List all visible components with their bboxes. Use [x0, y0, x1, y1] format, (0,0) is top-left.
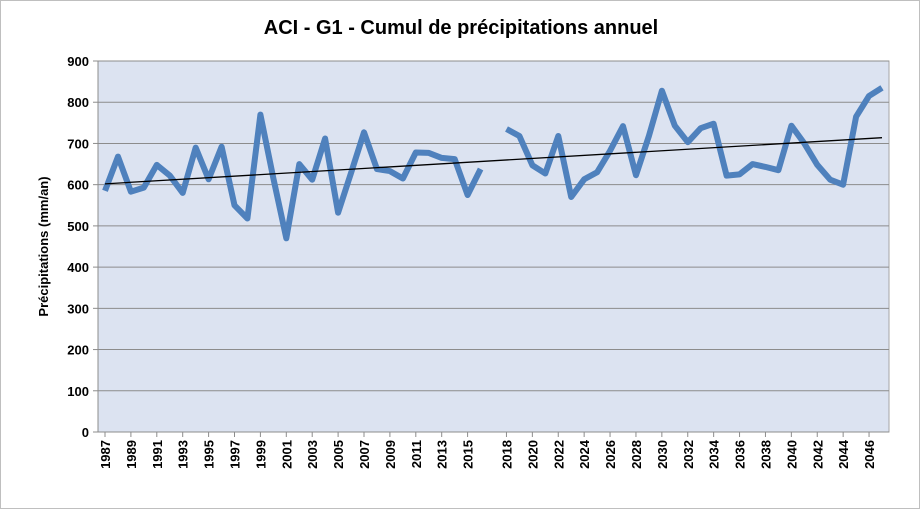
x-tick-label-2044: 2044 — [836, 439, 851, 469]
y-tick-label-0: 0 — [82, 425, 89, 440]
grid-lines — [93, 60, 889, 433]
x-tick-label-2046: 2046 — [862, 440, 877, 469]
x-tick-label-2036: 2036 — [733, 440, 748, 469]
y-tick-label-500: 500 — [67, 219, 89, 234]
x-tick-label-2020: 2020 — [525, 440, 540, 469]
x-tick-label-2034: 2034 — [707, 439, 722, 469]
x-tick-label-1993: 1993 — [176, 440, 191, 469]
x-tick-label-2005: 2005 — [331, 440, 346, 469]
plot-area — [97, 60, 890, 433]
y-axis-label: Précipitations (mm/an) — [36, 176, 51, 316]
x-tick-label-1989: 1989 — [124, 440, 139, 469]
x-tick-label-2003: 2003 — [305, 440, 320, 469]
y-tick-label-100: 100 — [67, 384, 89, 399]
x-tick-label-2007: 2007 — [357, 440, 372, 469]
x-tick-label-1995: 1995 — [202, 440, 217, 469]
y-tick-label-300: 300 — [67, 301, 89, 316]
x-tick-label-2022: 2022 — [551, 440, 566, 469]
series-layer — [102, 85, 884, 242]
trendline-layer — [104, 137, 883, 185]
x-tick-label-1991: 1991 — [150, 440, 165, 469]
x-tick-label-2011: 2011 — [409, 440, 424, 468]
x-tick-label-2015: 2015 — [461, 440, 476, 469]
y-tick-label-700: 700 — [67, 136, 89, 151]
y-tick-label-900: 900 — [67, 54, 89, 69]
x-tick-label-2032: 2032 — [681, 440, 696, 469]
x-tick-label-2038: 2038 — [758, 440, 773, 469]
series-line-0 — [102, 85, 884, 242]
axes — [97, 61, 889, 433]
y-tick-labels: 0 100 200 300 400 500 600 700 800 900 — [67, 54, 89, 440]
x-tick-label-1997: 1997 — [228, 440, 243, 469]
x-tick-label-1987: 1987 — [98, 440, 113, 469]
x-tick-label-2009: 2009 — [383, 440, 398, 469]
x-tick-labels: 1987 1989 1991 1993 1995 1997 1999 2001 2003 2005… — [98, 432, 877, 469]
x-tick-label-2026: 2026 — [603, 440, 618, 469]
y-tick-label-200: 200 — [67, 343, 89, 358]
x-tick-label-2001: 2001 — [279, 440, 294, 469]
x-tick-label-2028: 2028 — [629, 440, 644, 469]
x-tick-label-2042: 2042 — [810, 440, 825, 469]
x-tick-label-2024: 2024 — [577, 439, 592, 469]
trendline — [104, 137, 883, 185]
x-tick-label-2040: 2040 — [784, 440, 799, 469]
y-tick-label-800: 800 — [67, 95, 89, 110]
x-tick-label-2030: 2030 — [655, 440, 670, 469]
x-tick-label-1999: 1999 — [253, 440, 268, 469]
x-tick-label-2013: 2013 — [435, 440, 450, 469]
y-tick-label-400: 400 — [67, 260, 89, 275]
chart-title: ACI - G1 - Cumul de précipitations annue… — [264, 17, 658, 39]
x-tick-label-2018: 2018 — [499, 440, 514, 469]
y-tick-label-600: 600 — [67, 178, 89, 193]
